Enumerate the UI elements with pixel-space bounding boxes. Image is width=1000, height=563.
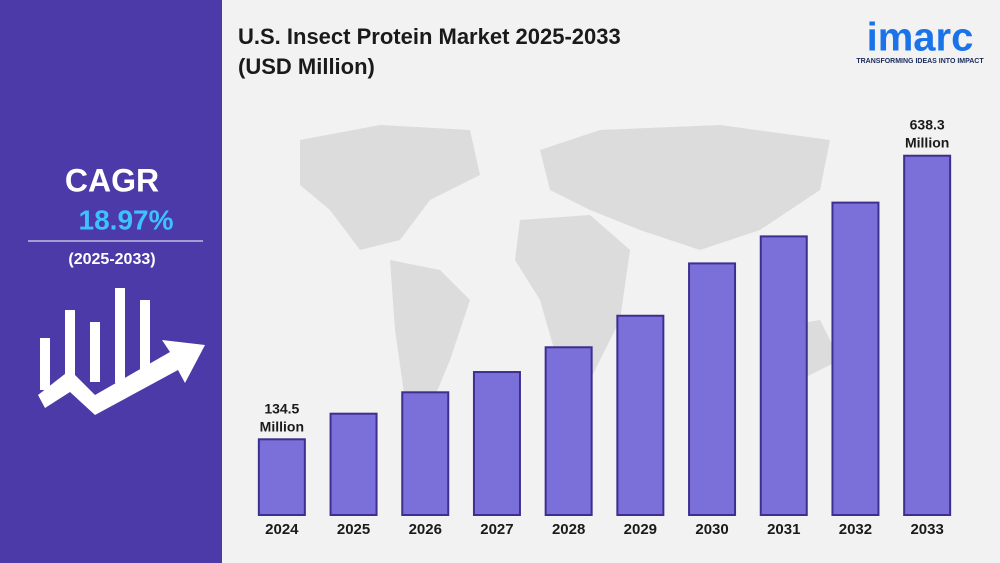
sidebar	[0, 0, 222, 563]
bar	[616, 314, 665, 516]
x-tick-label: 2026	[409, 521, 442, 538]
logo-tagline: TRANSFORMING IDEAS INTO IMPACT	[856, 58, 984, 65]
x-tick-label: 2025	[337, 521, 370, 538]
chart-title: U.S. Insect Protein Market 2025-2033	[238, 24, 621, 49]
growth-icon	[38, 288, 205, 415]
x-tick-label: 2029	[624, 521, 657, 538]
bar	[544, 346, 593, 517]
bar	[759, 235, 808, 516]
bar	[472, 371, 521, 516]
chart-subtitle: (USD Million)	[238, 54, 375, 79]
logo: imarc	[867, 16, 974, 60]
x-tick-label: 2027	[480, 521, 513, 538]
data-label: 134.5 Million	[260, 400, 304, 434]
data-label: 638.3 Million	[905, 116, 949, 150]
x-tick-label: 2031	[767, 521, 800, 538]
bar	[257, 438, 306, 516]
x-tick-label: 2033	[910, 521, 943, 538]
world-map	[300, 125, 840, 420]
bar	[688, 262, 737, 516]
cagr-period: (2025-2033)	[68, 251, 155, 268]
x-tick-label: 2030	[695, 521, 728, 538]
bar	[401, 391, 450, 517]
bar	[329, 412, 378, 516]
cagr-value: 18.97%	[79, 204, 174, 235]
bar	[831, 201, 880, 516]
x-tick-label: 2032	[839, 521, 872, 538]
cagr-label: CAGR	[65, 162, 159, 198]
x-tick-label: 2024	[265, 521, 299, 538]
bar	[903, 154, 952, 517]
x-tick-label: 2028	[552, 521, 585, 538]
